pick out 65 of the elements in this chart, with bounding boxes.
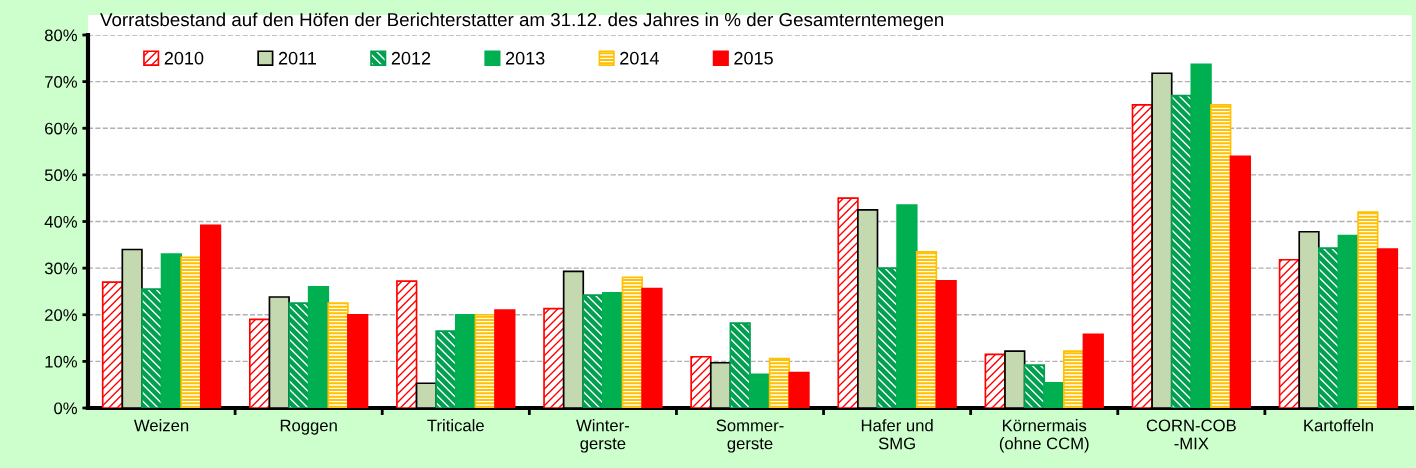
bar bbox=[1229, 155, 1252, 408]
y-tick-label: 60% bbox=[45, 122, 77, 135]
bar bbox=[494, 309, 516, 408]
y-tick-label: 80% bbox=[44, 29, 77, 42]
x-tick-label: Triticale bbox=[427, 419, 484, 432]
bar bbox=[641, 287, 663, 408]
x-tick-label: Körnermais (ohne CCM) bbox=[999, 419, 1089, 453]
bar bbox=[180, 256, 202, 408]
bar bbox=[582, 294, 604, 408]
bar bbox=[141, 288, 163, 408]
bar bbox=[602, 292, 624, 408]
bar bbox=[160, 253, 183, 408]
bar bbox=[915, 250, 938, 408]
bar bbox=[690, 355, 712, 408]
bar bbox=[1043, 381, 1065, 408]
bar bbox=[876, 267, 898, 408]
bar bbox=[1190, 63, 1212, 408]
bar bbox=[1063, 350, 1085, 408]
legend-label: 2012 bbox=[391, 51, 431, 65]
y-tick-label: 40% bbox=[44, 215, 77, 228]
bar bbox=[435, 330, 457, 408]
bar bbox=[1023, 364, 1046, 408]
chart-title: Vorratsbestand auf den Höfen der Berichterstatter am 31.12. des Jahres in % der Gesamterntemegen bbox=[100, 12, 943, 30]
bar bbox=[199, 224, 222, 408]
bar bbox=[837, 197, 859, 408]
bar bbox=[307, 285, 330, 408]
bar bbox=[1170, 94, 1193, 408]
bar bbox=[1082, 333, 1104, 408]
legend-label: 2011 bbox=[278, 51, 316, 65]
y-tick-label: 50% bbox=[44, 169, 77, 182]
bar bbox=[729, 322, 751, 408]
bar bbox=[896, 204, 918, 408]
y-tick-label: 0% bbox=[54, 402, 77, 415]
bar bbox=[1317, 247, 1340, 408]
y-tick-label: 70% bbox=[45, 76, 77, 88]
bar bbox=[788, 371, 810, 408]
bar bbox=[768, 357, 791, 408]
x-tick-label: Roggen bbox=[280, 419, 337, 435]
bar bbox=[1210, 104, 1232, 408]
x-tick-label: Sommer- gerste bbox=[716, 419, 784, 453]
legend-label: 2013 bbox=[505, 51, 545, 65]
bar bbox=[327, 302, 349, 408]
bar bbox=[749, 373, 771, 408]
legend-label: 2014 bbox=[620, 51, 659, 65]
bar bbox=[101, 281, 124, 408]
bar bbox=[1376, 248, 1399, 408]
bar bbox=[248, 318, 271, 408]
x-tick-label: Winter- gerste bbox=[576, 419, 629, 453]
x-tick-label: CORN-COB -MIX bbox=[1146, 419, 1236, 450]
bar bbox=[454, 313, 477, 408]
bar bbox=[1357, 211, 1379, 408]
bar bbox=[288, 302, 310, 408]
legend-label: 2010 bbox=[164, 51, 204, 65]
y-tick-label: 20% bbox=[45, 309, 77, 321]
bar bbox=[347, 313, 369, 408]
legend-label: 2015 bbox=[734, 51, 773, 65]
bar bbox=[621, 276, 643, 408]
x-tick-label: Kartoffeln bbox=[1304, 419, 1373, 432]
bar bbox=[935, 279, 957, 408]
y-tick-label: 10% bbox=[45, 355, 77, 368]
bar bbox=[543, 307, 565, 408]
x-tick-label: Weizen bbox=[133, 419, 189, 432]
y-tick-label: 30% bbox=[44, 262, 77, 275]
x-tick-label: Hafer und SMG bbox=[861, 419, 933, 450]
bar bbox=[396, 280, 418, 408]
